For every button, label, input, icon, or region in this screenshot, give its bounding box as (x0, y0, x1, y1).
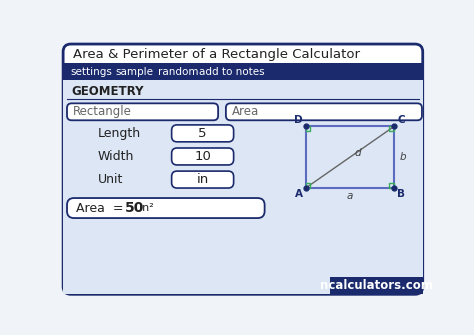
Text: ncalculators.com: ncalculators.com (320, 279, 433, 292)
Text: a: a (346, 191, 353, 201)
Text: 50: 50 (125, 201, 145, 215)
Bar (390, 184, 394, 188)
Bar (390, 126, 394, 131)
Text: sample: sample (115, 67, 153, 77)
Text: B: B (397, 189, 405, 199)
FancyBboxPatch shape (63, 44, 423, 294)
FancyBboxPatch shape (226, 103, 422, 120)
Text: Unit: Unit (98, 173, 123, 186)
Text: D: D (294, 115, 303, 125)
FancyBboxPatch shape (67, 198, 264, 218)
Bar (306, 184, 310, 188)
Text: Area  =: Area = (76, 202, 128, 214)
Text: A: A (295, 189, 303, 199)
Text: b: b (399, 152, 406, 162)
Bar (330, 277, 423, 294)
FancyBboxPatch shape (172, 171, 234, 188)
Text: in²: in² (139, 203, 154, 213)
Text: Width: Width (98, 150, 134, 163)
Bar (63, 63, 423, 80)
Text: d: d (354, 148, 361, 158)
Text: 5: 5 (199, 127, 207, 140)
Text: add to notes: add to notes (199, 67, 264, 77)
Text: GEOMETRY: GEOMETRY (72, 84, 144, 97)
FancyBboxPatch shape (67, 103, 218, 120)
Text: Rectangle: Rectangle (73, 105, 132, 118)
Text: C: C (397, 115, 405, 125)
Bar (306, 126, 310, 131)
FancyBboxPatch shape (172, 148, 234, 165)
Text: settings: settings (71, 67, 113, 77)
Text: in: in (197, 173, 209, 186)
Text: 10: 10 (194, 150, 211, 163)
Text: Area & Perimeter of a Rectangle Calculator: Area & Perimeter of a Rectangle Calculat… (73, 48, 360, 61)
Text: Length: Length (98, 127, 141, 140)
Text: random: random (158, 67, 198, 77)
Text: Area: Area (232, 105, 259, 118)
FancyBboxPatch shape (172, 125, 234, 142)
Bar (63, 80, 423, 294)
